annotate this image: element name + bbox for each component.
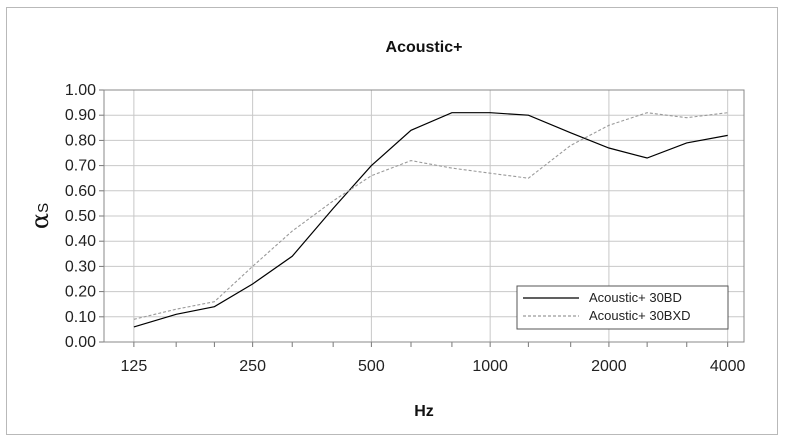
y-tick-label: 0.30 [65, 258, 96, 275]
x-tick-label: 250 [239, 358, 266, 375]
plot-border [103, 89, 745, 343]
y-tick-label: 0.50 [65, 208, 96, 225]
y-tick-label: 0.80 [65, 132, 96, 149]
y-tick-labels: 0.00 0.10 0.20 0.30 0.40 0.50 0.60 0.70 0.80 0.90… [65, 82, 104, 351]
x-tick-labels: 125 250 500 1000 2000 4000 [121, 342, 746, 375]
y-axis-label-main: α [26, 213, 54, 229]
x-tick-label: 500 [358, 358, 385, 375]
x-axis-label: Hz [414, 403, 434, 420]
y-axis-label-subscript: S [35, 203, 52, 213]
series-lines [133, 112, 728, 328]
legend-entry-2: Acoustic+ 30BXD [589, 308, 691, 323]
x-tick-label: 125 [121, 358, 148, 375]
y-tick-label: 0.60 [65, 183, 96, 200]
legend: Acoustic+ 30BD Acoustic+ 30BXD [516, 285, 729, 330]
series-line-2 [133, 112, 728, 320]
x-tick-label: 1000 [472, 358, 508, 375]
series-line-1 [133, 112, 728, 328]
y-tick-label: 0.40 [65, 233, 96, 250]
y-tick-label: 0.90 [65, 107, 96, 124]
y-axis-label: αS [26, 203, 54, 229]
y-tick-label: 0.10 [65, 309, 96, 326]
chart-frame [6, 7, 778, 435]
y-tick-label: 1.00 [65, 82, 96, 99]
x-tick-label: 2000 [591, 358, 627, 375]
y-tick-label: 0.20 [65, 284, 96, 301]
legend-entry-1: Acoustic+ 30BD [589, 290, 682, 305]
legend-box [516, 285, 729, 330]
y-tick-label: 0.00 [65, 334, 96, 351]
x-tick-label: 4000 [710, 358, 746, 375]
y-tick-label: 0.70 [65, 158, 96, 175]
chart-title: Acoustic+ [386, 39, 463, 56]
